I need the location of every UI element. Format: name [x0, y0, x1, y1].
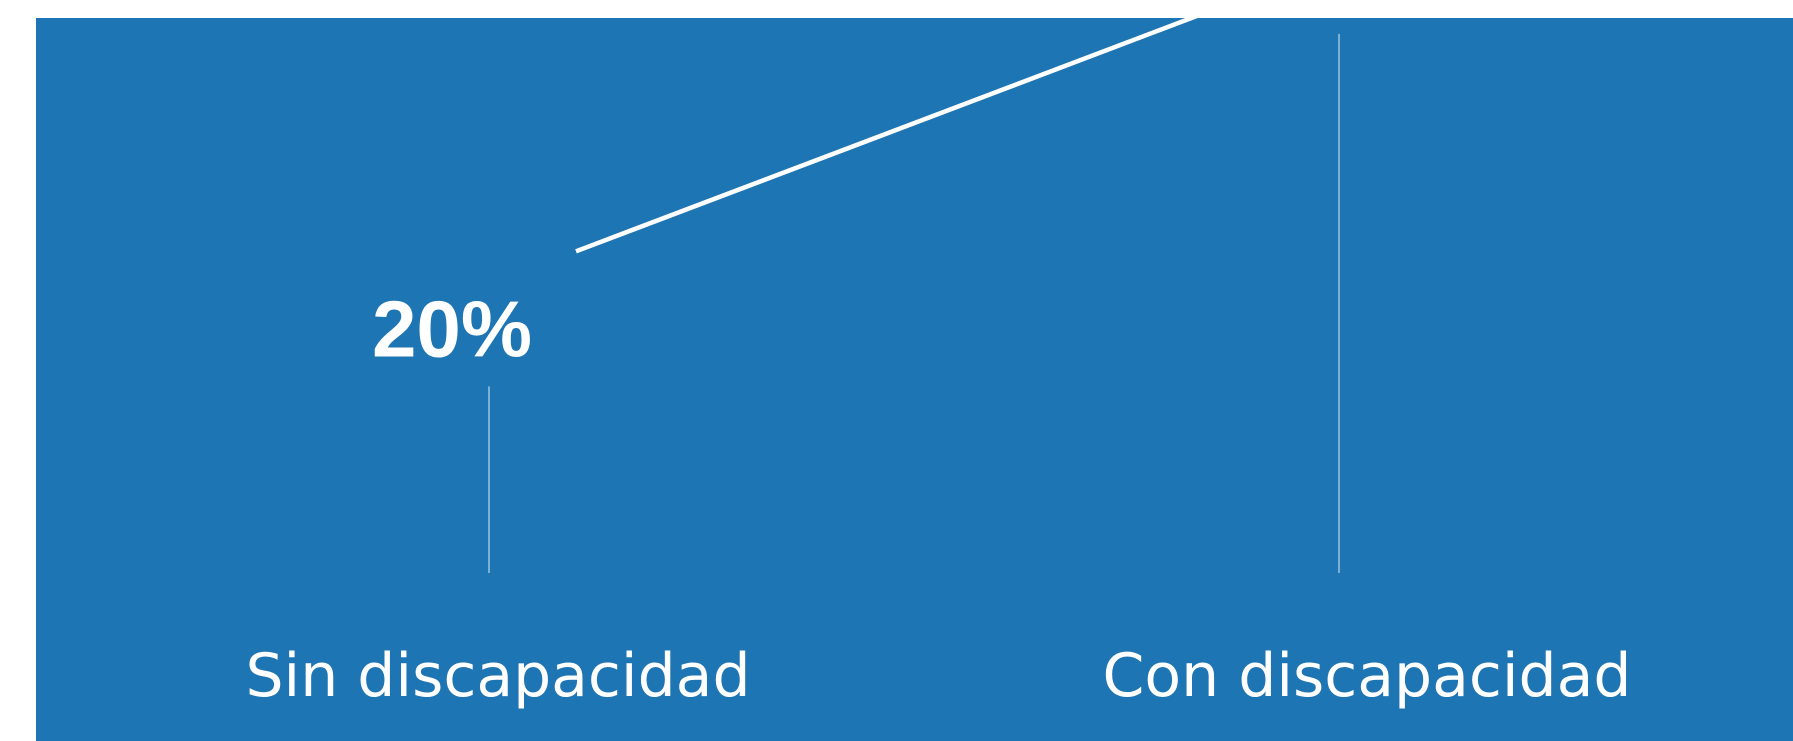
series-line	[575, 18, 1198, 254]
category-labels: Sin discapacidad Con discapacidad	[245, 641, 1631, 711]
line-chart: 20%37% Sin discapacidad Con discapacidad	[36, 18, 1793, 741]
category-label-2: Con discapacidad	[1103, 641, 1632, 711]
category-label-1: Sin discapacidad	[245, 641, 750, 711]
drop-lines	[488, 33, 1340, 573]
chart-panel: 20%37% Sin discapacidad Con discapacidad	[36, 18, 1793, 741]
value-label-1: 20%	[372, 284, 532, 373]
chart-background	[36, 18, 1793, 741]
value-labels: 20%37%	[372, 284, 532, 373]
series-line-group	[575, 18, 1198, 254]
